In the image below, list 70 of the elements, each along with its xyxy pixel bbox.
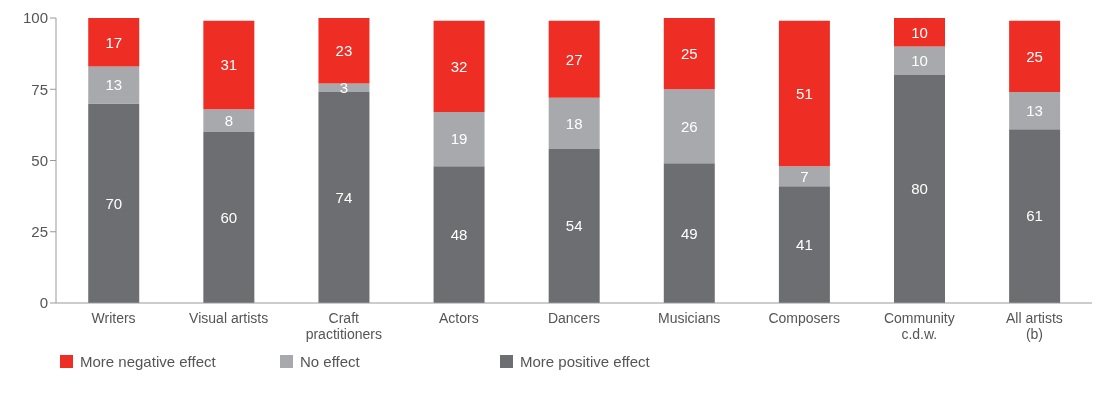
y-tick-label: 100 <box>22 9 48 27</box>
data-label: 26 <box>680 117 698 135</box>
bar <box>663 89 715 164</box>
bar <box>548 20 600 98</box>
bar <box>548 149 600 303</box>
data-label: 31 <box>220 56 238 74</box>
x-tick-label: Musicians <box>657 310 721 326</box>
data-label: 17 <box>105 33 123 51</box>
data-label: 13 <box>1026 101 1043 119</box>
data-label: 70 <box>105 194 123 212</box>
x-tick-label: Craft practitioners <box>305 310 382 342</box>
y-tick-label: 25 <box>31 223 48 241</box>
bar <box>88 18 140 67</box>
bar <box>548 97 600 150</box>
data-label: 10 <box>911 52 928 70</box>
bar <box>663 18 715 90</box>
bar <box>778 20 830 167</box>
x-tick-label: Community c.d.w. <box>883 310 955 342</box>
data-label: 23 <box>335 42 353 60</box>
data-label: 48 <box>450 225 468 243</box>
bar <box>318 92 370 303</box>
x-tick-label: Actors <box>439 310 479 326</box>
bar <box>778 166 830 187</box>
x-tick-label: Dancers <box>547 310 601 326</box>
data-label: 80 <box>911 180 928 198</box>
legend-label: More positive effect <box>520 353 650 370</box>
data-label: 19 <box>450 130 468 148</box>
bar <box>318 18 370 84</box>
data-label: 61 <box>1026 207 1043 225</box>
data-label: 13 <box>105 76 123 94</box>
data-label: 3 <box>339 79 349 97</box>
data-label: 49 <box>680 224 698 242</box>
data-label: 25 <box>1026 47 1043 65</box>
data-label: 18 <box>565 114 583 132</box>
x-tick-label: Visual artists <box>189 310 269 326</box>
data-label: 60 <box>220 208 238 226</box>
legend-label: No effect <box>300 353 360 370</box>
bar <box>1009 129 1061 303</box>
bar <box>1009 20 1061 93</box>
data-label: 10 <box>911 23 928 41</box>
data-label: 51 <box>796 84 813 102</box>
x-tick-label: All artists (b) <box>1006 310 1063 342</box>
bar <box>88 103 140 303</box>
bar <box>203 20 255 110</box>
bar <box>663 163 715 303</box>
data-label: 7 <box>800 167 809 185</box>
bar <box>894 75 946 303</box>
bar <box>894 18 946 47</box>
y-tick-label: 0 <box>39 294 48 312</box>
y-tick-label: 75 <box>31 80 48 98</box>
legend-label: More negative effect <box>80 353 216 370</box>
bar <box>1009 92 1061 130</box>
bar <box>433 112 485 167</box>
data-label: 8 <box>224 111 234 129</box>
bar <box>433 166 485 303</box>
data-label: 27 <box>565 50 583 68</box>
data-label: 25 <box>680 44 698 62</box>
data-label: 41 <box>796 235 813 253</box>
x-tick-label: Composers <box>768 310 841 326</box>
y-tick-label: 50 <box>31 151 48 169</box>
x-tick-label: Writers <box>91 310 136 326</box>
data-label: 74 <box>335 188 353 206</box>
bar <box>88 66 140 104</box>
data-label: 54 <box>565 217 583 235</box>
bar <box>778 186 830 303</box>
bar <box>433 20 485 113</box>
bar <box>894 46 946 75</box>
data-label: 32 <box>450 57 468 75</box>
bar <box>203 109 255 132</box>
bar <box>203 132 255 303</box>
